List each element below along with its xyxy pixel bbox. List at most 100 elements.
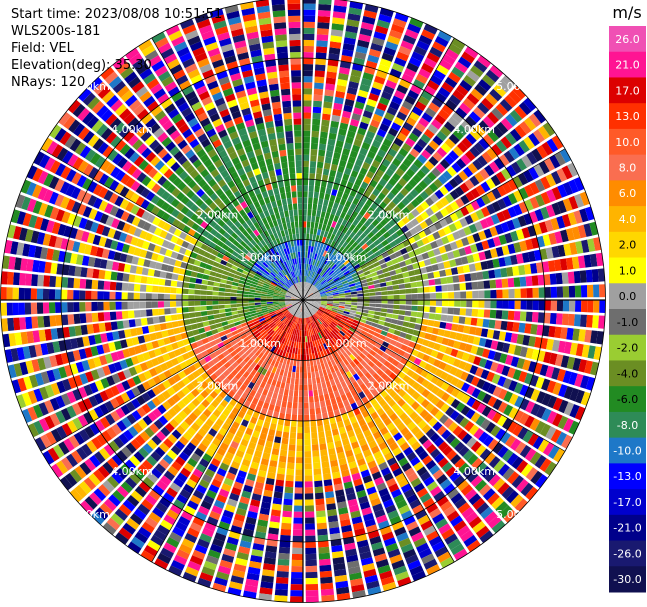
velocity-gate	[281, 363, 286, 371]
velocity-gate	[398, 504, 411, 515]
velocity-gate	[306, 304, 311, 311]
velocity-gate	[231, 330, 239, 336]
velocity-gate	[292, 328, 296, 336]
velocity-gate	[170, 560, 185, 571]
velocity-gate	[209, 324, 217, 330]
velocity-gate	[108, 363, 117, 374]
velocity-gate	[281, 437, 289, 445]
velocity-gate	[205, 395, 214, 404]
velocity-gate	[380, 330, 388, 337]
velocity-gate	[216, 404, 225, 413]
velocity-gate	[291, 353, 295, 360]
velocity-gate	[326, 181, 334, 189]
velocity-gate	[563, 386, 574, 400]
velocity-gate	[212, 261, 220, 268]
velocity-gate	[285, 303, 292, 307]
velocity-gate	[259, 381, 267, 389]
velocity-gate	[298, 317, 301, 324]
velocity-gate	[81, 360, 91, 371]
velocity-gate	[343, 104, 353, 113]
velocity-gate	[315, 492, 324, 500]
velocity-gate	[304, 275, 307, 282]
velocity-gate	[364, 574, 379, 584]
velocity-gate	[357, 300, 364, 303]
velocity-gate	[491, 143, 503, 156]
velocity-gate	[294, 304, 299, 309]
velocity-gate	[230, 350, 238, 358]
velocity-gate	[345, 322, 352, 327]
velocity-gate	[314, 294, 321, 297]
velocity-gate	[489, 279, 497, 289]
velocity-gate	[312, 306, 319, 311]
velocity-gate	[61, 302, 68, 313]
velocity-gate	[249, 325, 256, 331]
velocity-gate	[318, 248, 322, 255]
velocity-gate	[148, 350, 157, 359]
velocity-gate	[546, 380, 557, 394]
velocity-gate	[371, 257, 379, 264]
velocity-gate	[475, 242, 484, 252]
velocity-gate	[331, 337, 338, 344]
velocity-gate	[116, 420, 127, 432]
velocity-gate	[411, 372, 420, 381]
velocity-gate	[108, 342, 116, 352]
velocity-gate	[307, 303, 314, 307]
velocity-gate	[270, 454, 279, 462]
velocity-gate	[193, 259, 201, 267]
velocity-gate	[409, 17, 424, 29]
velocity-gate	[317, 534, 329, 542]
velocity-gate	[135, 207, 145, 218]
velocity-gate	[384, 244, 392, 251]
velocity-gate	[392, 157, 402, 167]
velocity-gate	[32, 167, 43, 182]
velocity-gate	[262, 332, 269, 339]
velocity-gate	[485, 216, 495, 227]
velocity-gate	[58, 441, 70, 455]
velocity-gate	[404, 467, 415, 478]
velocity-gate	[344, 308, 351, 313]
velocity-gate	[286, 304, 292, 308]
velocity-gate	[481, 97, 494, 110]
velocity-gate	[462, 97, 476, 110]
velocity-gate	[14, 332, 23, 346]
velocity-gate	[368, 307, 376, 311]
velocity-gate	[352, 341, 360, 349]
velocity-gate	[275, 380, 282, 388]
velocity-gate	[297, 305, 301, 312]
velocity-gate	[299, 336, 302, 343]
velocity-gate	[331, 287, 338, 291]
velocity-gate	[353, 373, 360, 381]
velocity-gate	[333, 215, 340, 223]
velocity-gate	[352, 381, 359, 389]
velocity-gate	[303, 39, 315, 47]
velocity-gate	[263, 446, 272, 454]
velocity-gate	[303, 378, 308, 385]
velocity-gate	[339, 360, 346, 368]
velocity-gate	[307, 209, 312, 216]
velocity-gate	[303, 185, 308, 192]
velocity-gate	[84, 347, 93, 358]
velocity-gate	[307, 323, 310, 330]
velocity-gate	[236, 306, 244, 311]
velocity-gate	[433, 320, 441, 328]
velocity-gate	[339, 67, 350, 75]
velocity-gate	[534, 454, 547, 469]
velocity-gate	[228, 323, 236, 329]
velocity-gate	[91, 437, 103, 450]
velocity-gate	[206, 516, 219, 526]
velocity-gate	[322, 168, 330, 176]
velocity-gate	[248, 303, 255, 306]
velocity-gate	[337, 261, 344, 268]
velocity-gate	[281, 400, 287, 408]
velocity-gate	[305, 547, 317, 555]
velocity-gate	[105, 260, 114, 270]
velocity-gate	[91, 312, 99, 323]
velocity-gate	[114, 195, 124, 207]
velocity-gate	[381, 304, 388, 309]
velocity-gate	[385, 477, 397, 488]
velocity-gate	[18, 287, 25, 300]
velocity-gate	[44, 400, 55, 414]
velocity-gate	[239, 375, 247, 384]
velocity-gate	[306, 311, 310, 318]
velocity-gate	[417, 287, 424, 293]
